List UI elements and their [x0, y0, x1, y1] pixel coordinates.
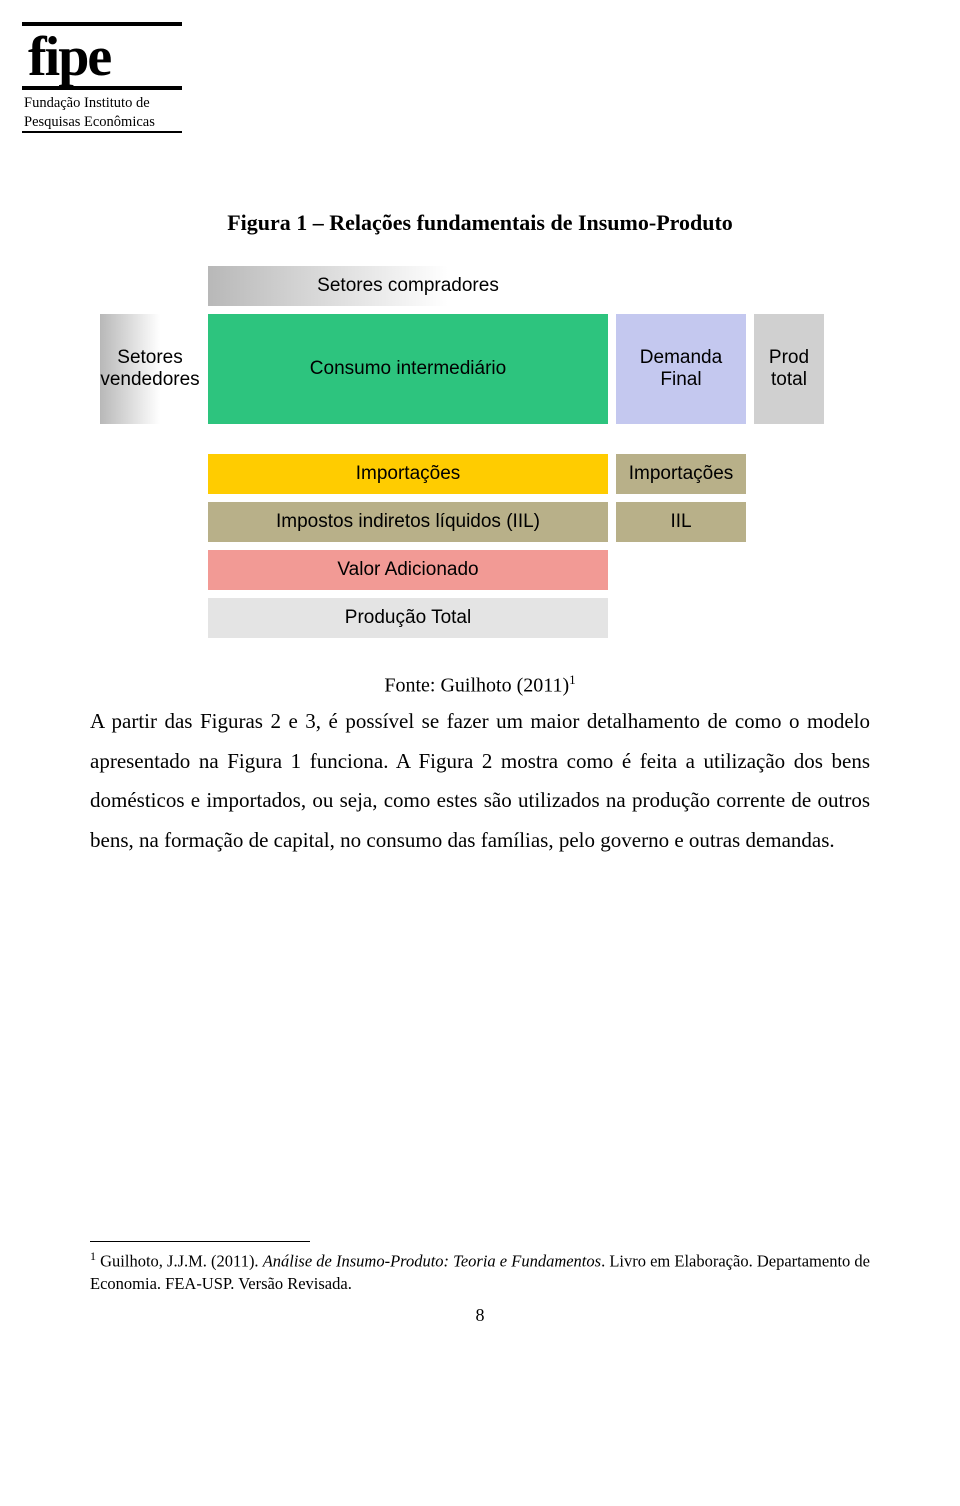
footnote: 1 Guilhoto, J.J.M. (2011). Análise de In… [90, 1248, 870, 1295]
logo-brand: fipe [28, 32, 182, 82]
box-producao-total: Produção Total [208, 598, 608, 638]
box-consumo-intermediario: Consumo intermediário [208, 314, 608, 424]
io-diagram: Setores compradores Setores vendedores C… [100, 266, 860, 638]
figure-source: Fonte: Guilhoto (2011)1 [90, 672, 870, 698]
box-valor-adicionado: Valor Adicionado [208, 550, 608, 590]
footnote-author: Guilhoto, J.J.M. (2011). [100, 1252, 263, 1271]
page-number: 8 [90, 1305, 870, 1326]
source-sup: 1 [569, 672, 576, 687]
box-setores-compradores: Setores compradores [208, 266, 608, 306]
fipe-logo: fipe Fundação Instituto de Pesquisas Eco… [22, 22, 182, 133]
source-text: Fonte: Guilhoto (2011) [384, 675, 569, 697]
footnote-title: Análise de Insumo-Produto: Teoria e Fund… [263, 1252, 601, 1271]
box-demanda-final: Demanda Final [616, 314, 746, 424]
logo-line2: Pesquisas Econômicas [24, 113, 182, 131]
figure-title: Figura 1 – Relações fundamentais de Insu… [90, 210, 870, 236]
body-paragraph: A partir das Figuras 2 e 3, é possível s… [90, 702, 870, 862]
box-importacoes-left: Importações [208, 454, 608, 494]
box-setores-vendedores: Setores vendedores [100, 314, 200, 424]
box-impostos-iil: Impostos indiretos líquidos (IIL) [208, 502, 608, 542]
footnote-number: 1 [90, 1249, 96, 1263]
footnote-rule [90, 1241, 310, 1242]
box-prod-total: Prod total [754, 314, 824, 424]
logo-line1: Fundação Instituto de [24, 94, 182, 112]
box-importacoes-right: Importações [616, 454, 746, 494]
box-iil: IIL [616, 502, 746, 542]
